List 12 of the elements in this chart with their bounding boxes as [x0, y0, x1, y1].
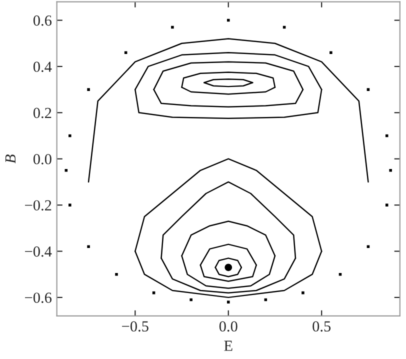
x-tick-label: −0.5 [122, 321, 148, 332]
x-tick-label: 0.5 [312, 321, 331, 332]
x-tick-label: 0.0 [219, 321, 238, 332]
x-axis-title: E [224, 340, 232, 351]
y-tick-label: −0.4 [25, 246, 52, 257]
y-tick-label: 0.0 [33, 154, 52, 164]
y-tick-label: 0.2 [33, 108, 52, 118]
y-tick-label: 0.4 [33, 62, 52, 72]
y-tick-label: 0.6 [33, 15, 52, 26]
y-tick-label: −0.6 [25, 292, 52, 303]
y-tick-label: −0.2 [25, 200, 52, 211]
y-axis-title: B [5, 154, 16, 164]
